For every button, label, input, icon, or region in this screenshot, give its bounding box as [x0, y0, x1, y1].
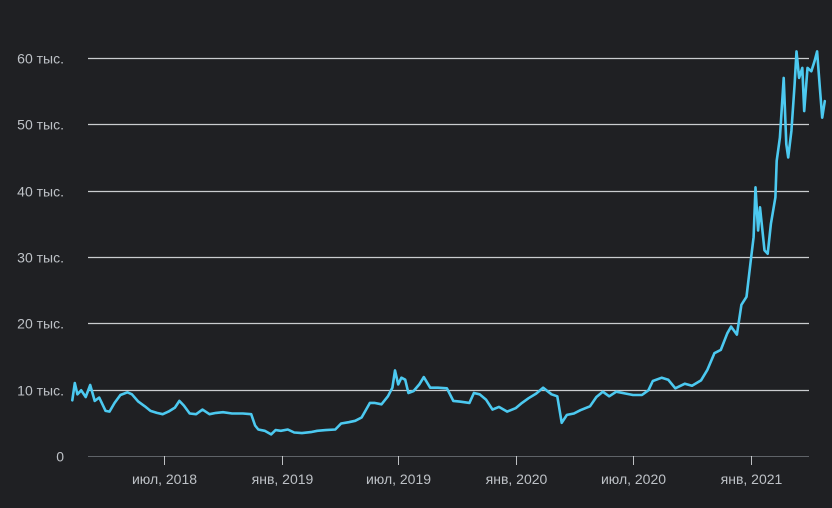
- y-tick-label: 60 тыс.: [17, 51, 64, 67]
- y-tick-label: 0: [56, 449, 64, 465]
- x-axis-labels: июл, 2018 янв, 2019 июл, 2019 янв, 2020 июл,…: [132, 456, 783, 487]
- x-tick-label: янв, 2020: [486, 471, 548, 487]
- y-tick-label: 50 тыс.: [17, 117, 64, 133]
- y-tick-label: 40 тыс.: [17, 184, 64, 200]
- x-tick-label: июл, 2019: [366, 471, 431, 487]
- series-group: [71, 50, 827, 436]
- x-tick-label: янв, 2021: [721, 471, 783, 487]
- series-line: [71, 50, 827, 436]
- x-tick-label: янв, 2019: [252, 471, 314, 487]
- y-axis-labels: 0 10 тыс. 20 тыс. 30 тыс. 40 тыс. 50 тыс. 60 т…: [17, 51, 64, 465]
- y-tick-label: 20 тыс.: [17, 316, 64, 332]
- y-tick-label: 30 тыс.: [17, 250, 64, 266]
- x-tick-label: июл, 2018: [132, 471, 197, 487]
- grid-lines: [88, 57, 809, 457]
- x-tick-label: июл, 2020: [601, 471, 666, 487]
- y-tick-label: 10 тыс.: [17, 383, 64, 399]
